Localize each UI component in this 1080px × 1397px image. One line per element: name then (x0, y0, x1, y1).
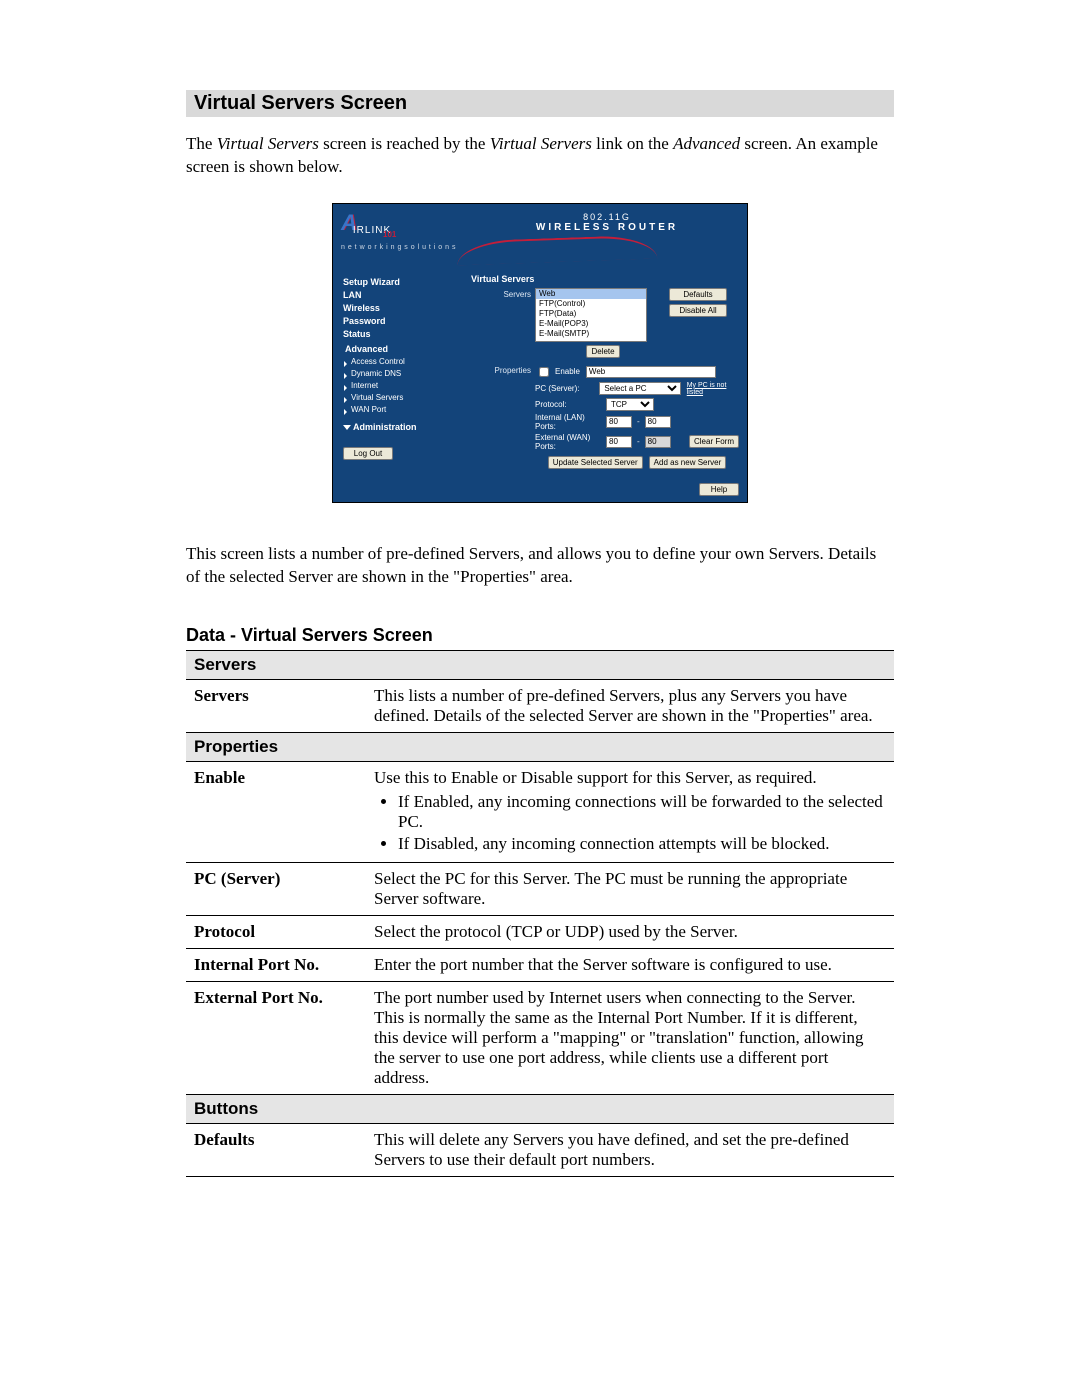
nav-wan-port[interactable]: WAN Port (343, 405, 457, 414)
table-field: Internal Port No. (186, 948, 366, 981)
table-section-header: Buttons (186, 1094, 894, 1123)
nav-access-control[interactable]: Access Control (343, 357, 457, 366)
add-new-server-button[interactable]: Add as new Server (649, 456, 727, 469)
external-ports-label: External (WAN) Ports: (535, 433, 603, 451)
table-desc: Enter the port number that the Server so… (366, 948, 894, 981)
properties-label: Properties (467, 364, 535, 375)
defaults-button[interactable]: Defaults (669, 288, 727, 301)
table-field: External Port No. (186, 981, 366, 1094)
router-brand: 802.11G WIRELESS ROUTER (467, 204, 747, 233)
pc-not-listed-link[interactable]: My PC is not listed (687, 382, 739, 396)
nav-wireless[interactable]: Wireless (343, 303, 457, 313)
enable-checkbox[interactable] (539, 367, 549, 377)
nav-advanced[interactable]: Advanced (345, 344, 457, 354)
table-field: Servers (186, 679, 366, 732)
update-server-button[interactable]: Update Selected Server (548, 456, 643, 469)
table-section-header: Servers (186, 650, 894, 679)
protocol-select[interactable]: TCP (606, 398, 654, 411)
table-desc: Select the PC for this Server. The PC mu… (366, 862, 894, 915)
data-table-heading: Data - Virtual Servers Screen (186, 625, 894, 646)
internal-port-a[interactable] (606, 416, 632, 428)
delete-button[interactable]: Delete (586, 345, 619, 358)
content-title: Virtual Servers (467, 274, 739, 284)
internal-port-b[interactable] (645, 416, 671, 428)
table-field: PC (Server) (186, 862, 366, 915)
disable-all-button[interactable]: Disable All (669, 304, 727, 317)
nav-internet[interactable]: Internet (343, 381, 457, 390)
servers-listbox[interactable]: Web FTP(Control) FTP(Data) E-Mail(POP3) … (535, 288, 647, 342)
nav-administration[interactable]: Administration (343, 422, 457, 432)
nav-password[interactable]: Password (343, 316, 457, 326)
router-nav: Setup Wizard LAN Wireless Password Statu… (333, 268, 467, 483)
page-title: Virtual Servers Screen (186, 90, 894, 117)
table-desc: This lists a number of pre-defined Serve… (366, 679, 894, 732)
data-table: ServersServersThis lists a number of pre… (186, 650, 894, 1177)
external-port-a[interactable] (606, 436, 632, 448)
internal-ports-label: Internal (LAN) Ports: (535, 413, 603, 431)
table-section-header: Properties (186, 732, 894, 761)
router-tagline: n e t w o r k i n g s o l u t i o n s (341, 244, 459, 251)
router-logo: AIRLINK 101 (341, 210, 431, 240)
help-button[interactable]: Help (699, 483, 739, 496)
nav-virtual-servers[interactable]: Virtual Servers (343, 393, 457, 402)
enable-label: Enable (555, 367, 580, 376)
intro-paragraph: The Virtual Servers screen is reached by… (186, 133, 894, 179)
logout-button[interactable]: Log Out (343, 447, 393, 460)
nav-lan[interactable]: LAN (343, 290, 457, 300)
protocol-label: Protocol: (535, 400, 603, 409)
table-field: Protocol (186, 915, 366, 948)
router-screenshot: AIRLINK 101 n e t w o r k i n g s o l u … (332, 203, 748, 503)
nav-dynamic-dns[interactable]: Dynamic DNS (343, 369, 457, 378)
nav-status[interactable]: Status (343, 329, 457, 339)
clear-form-button[interactable]: Clear Form (689, 435, 739, 448)
enable-name-input[interactable] (586, 366, 716, 378)
table-field: Enable (186, 761, 366, 862)
servers-label: Servers (467, 288, 535, 299)
swoosh-graphic (457, 234, 658, 265)
nav-setup-wizard[interactable]: Setup Wizard (343, 277, 457, 287)
table-desc: This will delete any Servers you have de… (366, 1123, 894, 1176)
pc-server-label: PC (Server): (535, 384, 596, 393)
external-port-b[interactable] (645, 436, 671, 448)
table-desc: Use this to Enable or Disable support fo… (366, 761, 894, 862)
pc-server-select[interactable]: Select a PC (599, 382, 680, 395)
below-paragraph: This screen lists a number of pre-define… (186, 543, 894, 589)
table-field: Defaults (186, 1123, 366, 1176)
table-desc: The port number used by Internet users w… (366, 981, 894, 1094)
table-desc: Select the protocol (TCP or UDP) used by… (366, 915, 894, 948)
